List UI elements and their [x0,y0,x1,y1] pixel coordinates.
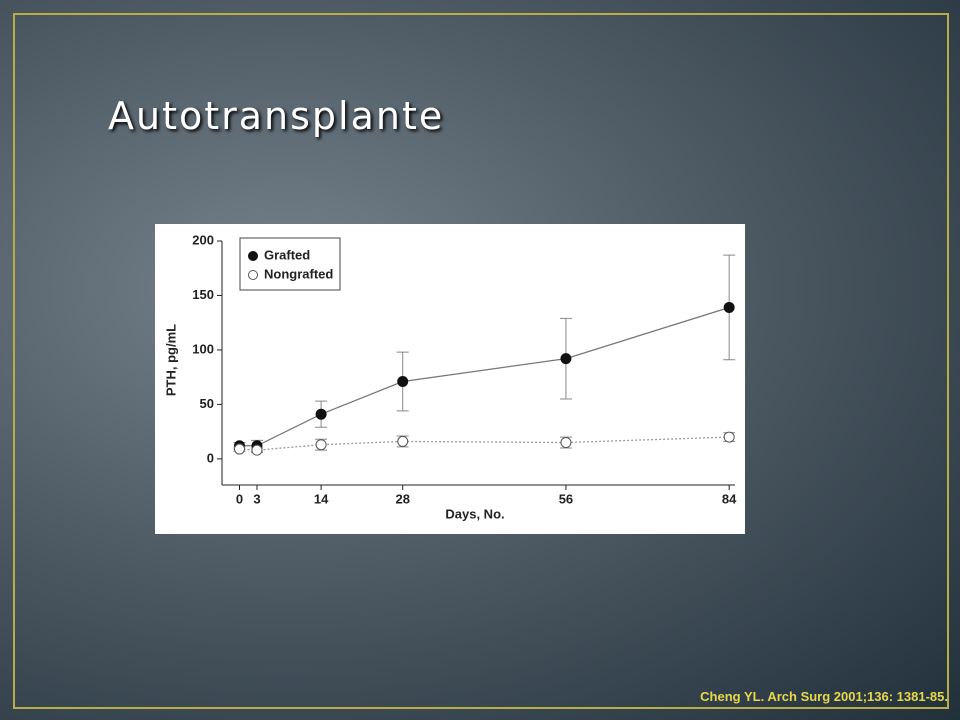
x-tick-label: 3 [253,491,260,506]
data-point [560,437,572,449]
legend-label: Grafted [264,247,310,262]
x-tick-label: 0 [236,491,243,506]
data-point [397,435,409,447]
data-point [723,431,735,443]
y-tick-label: 100 [192,341,214,356]
data-point [723,301,735,313]
y-tick-label: 200 [192,232,214,247]
data-point [315,439,327,451]
y-tick-label: 0 [207,450,214,465]
legend-box [239,237,341,291]
x-tick-label: 14 [314,491,329,506]
y-axis-label: PTH, pg/mL [163,324,178,396]
legend-marker [248,251,258,261]
data-point [560,353,572,365]
y-tick-label: 150 [192,287,214,302]
x-tick-label: 28 [395,491,409,506]
y-tick-label: 50 [200,396,214,411]
slide-title: Autotransplante [108,94,445,138]
citation: Cheng YL. Arch Surg 2001;136: 1381-85. [700,689,948,704]
data-point [251,444,263,456]
legend-marker [248,270,258,280]
x-axis-label: Days, No. [445,506,504,521]
data-point [315,408,327,420]
x-tick-label: 56 [559,491,573,506]
x-tick-label: 84 [722,491,737,506]
data-point [397,376,409,388]
data-point [233,443,245,455]
legend-label: Nongrafted [264,266,333,281]
slide-frame [13,13,949,709]
